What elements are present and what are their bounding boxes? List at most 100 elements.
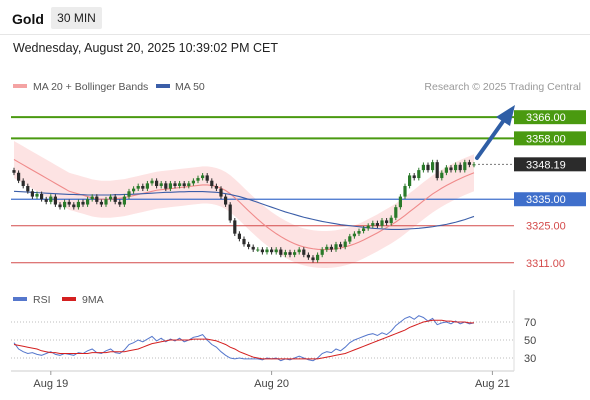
legend-swatch-ma20: [13, 84, 27, 88]
candle-body: [95, 196, 99, 202]
candle-body: [228, 204, 232, 221]
candle-body: [17, 172, 21, 181]
candle-body: [408, 175, 412, 186]
candle-body: [173, 183, 177, 186]
level-labels: 3366.00 3358.00 3348.19 3335.00 3325.00 3311.…: [514, 110, 586, 270]
candle-body: [30, 191, 34, 197]
watermark: Research © 2025 Trading Central: [424, 81, 581, 93]
candles: [12, 159, 476, 263]
candle-body: [127, 191, 131, 197]
rsi-legend: RSI 9MA: [13, 294, 104, 306]
candle-body: [118, 201, 122, 205]
candle-body: [26, 186, 30, 192]
candle-body: [366, 225, 370, 229]
candle-body: [21, 180, 25, 186]
chart-timestamp: Wednesday, August 20, 2025 10:39:02 PM C…: [13, 41, 278, 55]
target-label: 3358.00: [526, 133, 566, 145]
candle-body: [256, 249, 260, 251]
candle-body: [297, 249, 301, 253]
last-price-label: 3348.19: [526, 159, 566, 171]
target-arrow: [475, 105, 515, 160]
candle-body: [205, 175, 209, 181]
candle-body: [283, 252, 287, 255]
candle-body: [449, 167, 453, 171]
candle-body: [385, 220, 389, 224]
candle-body: [63, 201, 67, 208]
candle-body: [274, 249, 278, 253]
candle-body: [136, 186, 140, 189]
candle-body: [339, 244, 343, 247]
x-axis: Aug 19 Aug 20 Aug 21: [33, 371, 510, 390]
candle-body: [178, 183, 182, 186]
candle-body: [412, 175, 416, 179]
legend-swatch-9ma: [62, 297, 76, 301]
legend-label-ma20: MA 20 + Bollinger Bands: [33, 81, 148, 93]
candle-body: [187, 183, 191, 186]
candle-body: [86, 199, 90, 205]
candle-body: [270, 249, 274, 253]
candle-body: [352, 233, 356, 237]
rsi-panel: 30 50 70: [11, 315, 536, 365]
candle-body: [150, 180, 154, 184]
candle-body: [251, 246, 255, 250]
candle-body: [444, 167, 448, 173]
candle-body: [371, 223, 375, 226]
candle-body: [417, 170, 421, 179]
candle-body: [316, 254, 320, 261]
candle-body: [122, 196, 126, 205]
bollinger-band: [14, 141, 474, 269]
candle-body: [279, 249, 283, 255]
timeframe-button[interactable]: 30 MIN: [51, 7, 102, 29]
candle-body: [141, 186, 145, 189]
candle-body: [182, 183, 186, 186]
target-label-box: [514, 110, 586, 125]
legend-label-ma50: MA 50: [175, 81, 205, 93]
candle-body: [12, 170, 16, 173]
candle-body: [311, 257, 315, 261]
bollinger-band-fill: [14, 141, 474, 269]
candle-body: [145, 183, 149, 189]
candle-body: [242, 238, 246, 245]
candle-body: [164, 183, 168, 189]
candle-body: [375, 223, 379, 226]
candle-body: [472, 164, 476, 166]
candle-body: [72, 204, 76, 208]
legend-label-rsi: RSI: [33, 294, 51, 306]
pivot-label: 3335.00: [526, 194, 566, 206]
candle-body: [67, 201, 71, 205]
candle-body: [44, 199, 48, 202]
candle-body: [306, 254, 310, 258]
candle-body: [421, 164, 425, 171]
candle-body: [132, 188, 136, 192]
candle-body: [196, 178, 200, 181]
candle-body: [265, 249, 269, 253]
ma50-line: [13, 190, 475, 230]
candle-body: [467, 162, 471, 165]
rsi-tick-label: 30: [524, 353, 536, 365]
candle-body: [233, 220, 237, 234]
candle-body: [90, 196, 94, 200]
candle-body: [99, 201, 103, 205]
level-lines: [11, 116, 514, 264]
candle-body: [325, 246, 329, 250]
candle-body: [431, 162, 435, 171]
candle-body: [329, 246, 333, 250]
candle-body: [343, 241, 347, 247]
chart-header: Gold 30 MIN: [0, 0, 590, 35]
legend-swatch-ma50: [156, 84, 170, 88]
candle-body: [53, 196, 57, 205]
candle-body: [334, 244, 338, 250]
rsi-line: [13, 315, 475, 362]
candle-body: [247, 244, 251, 247]
candle-body: [155, 180, 159, 186]
legend-swatch-rsi: [13, 297, 27, 301]
support-label: 3325.00: [526, 221, 566, 233]
x-tick-label: Aug 20: [254, 378, 289, 390]
support-label: 3311.00: [526, 258, 565, 270]
candle-body: [201, 175, 205, 179]
candle-body: [58, 204, 62, 208]
target-label: 3366.00: [526, 112, 566, 124]
candle-body: [458, 164, 462, 171]
candle-body: [214, 186, 218, 189]
